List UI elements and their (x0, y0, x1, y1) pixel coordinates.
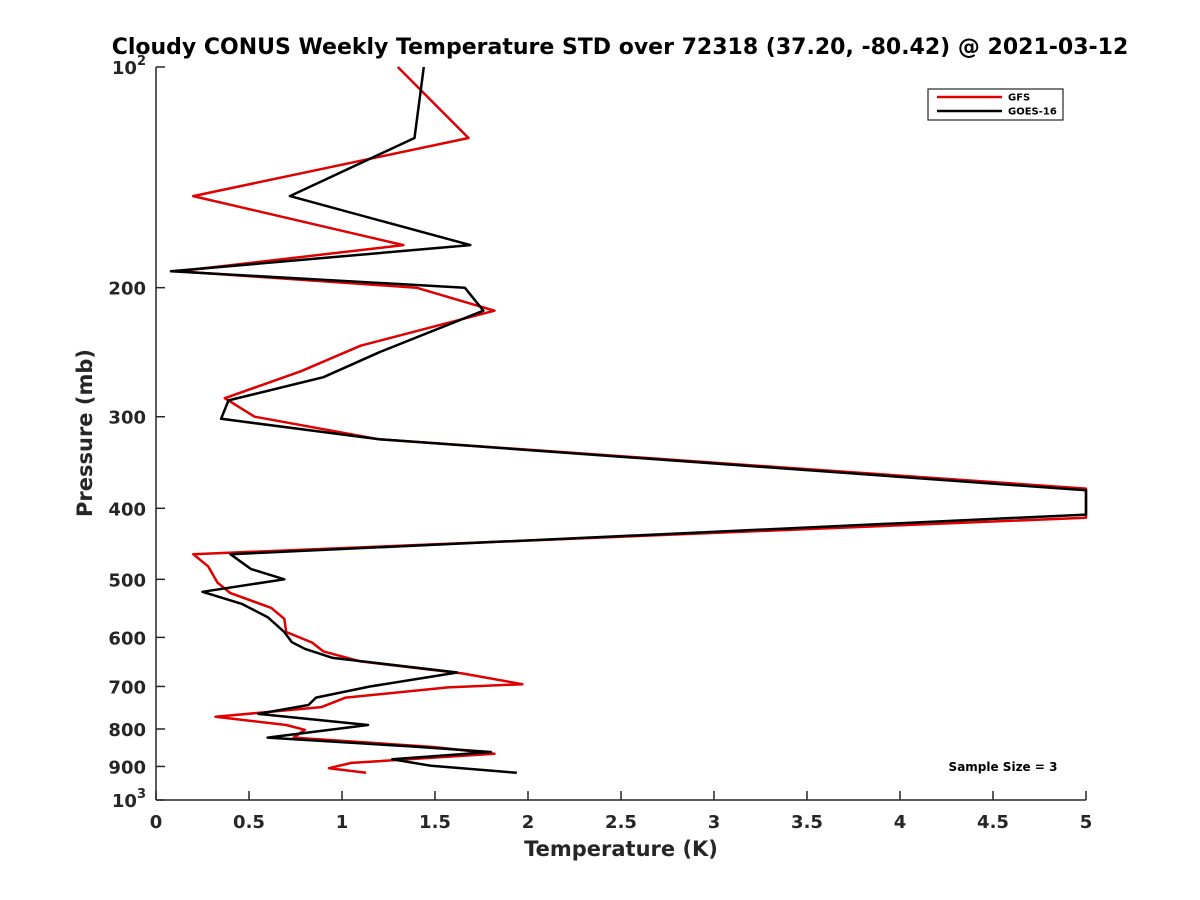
x-tick-label: 3.5 (791, 812, 823, 833)
legend-entries: GFS GOES-16 (937, 93, 1057, 118)
y-tick-label: 500 (108, 570, 146, 591)
legend-label: GOES-16 (1008, 107, 1057, 118)
x-tick-label: 4.5 (977, 812, 1009, 833)
sample-size-annotation: Sample Size = 3 (949, 760, 1058, 774)
y-tick-label: 102 (112, 54, 146, 79)
y-tick-label: 700 (108, 677, 146, 698)
y-tick-label-exponent: 3 (137, 787, 146, 802)
x-tick-label: 5 (1080, 812, 1093, 833)
x-tick-label: 0 (150, 812, 163, 833)
y-axis-label: Pressure (mb) (73, 349, 97, 517)
x-tick-label: 2 (522, 812, 535, 833)
x-tick-label: 3 (708, 812, 721, 833)
chart-title: Cloudy CONUS Weekly Temperature STD over… (112, 35, 1129, 60)
x-axis-ticks: 0 0.5 1 1.5 2 2.5 3 3.5 4 4.5 5 (150, 791, 1093, 833)
series-line-goes-16 (169, 66, 1088, 775)
plot-background (156, 67, 1086, 800)
x-tick-label: 0.5 (233, 812, 265, 833)
x-axis-label: Temperature (K) (524, 837, 718, 861)
plot-area: 0 0.5 1 1.5 2 2.5 3 3.5 4 4.5 5 102200300400500600… (108, 54, 1092, 833)
x-tick-label: 2.5 (605, 812, 637, 833)
x-tick-label: 4 (894, 812, 907, 833)
legend-box (927, 88, 1064, 121)
y-tick-label: 600 (108, 628, 146, 649)
series-layer (169, 66, 1088, 775)
x-tick-label: 1 (336, 812, 349, 833)
legend: GFS GOES-16 (927, 88, 1064, 121)
x-tick-label: 1.5 (419, 812, 451, 833)
y-tick-label: 800 (108, 720, 146, 741)
y-tick-label-base: 10 (112, 58, 137, 79)
y-tick-label-exponent: 2 (137, 54, 146, 69)
y-tick-label: 103 (112, 787, 146, 812)
y-tick-label: 400 (108, 499, 146, 520)
legend-label: GFS (1008, 93, 1030, 104)
y-tick-label: 300 (108, 408, 146, 429)
y-tick-label: 900 (108, 757, 146, 778)
series-line-gfs (177, 66, 1088, 775)
y-tick-label: 200 (108, 279, 146, 300)
y-tick-label-base: 10 (112, 791, 137, 812)
